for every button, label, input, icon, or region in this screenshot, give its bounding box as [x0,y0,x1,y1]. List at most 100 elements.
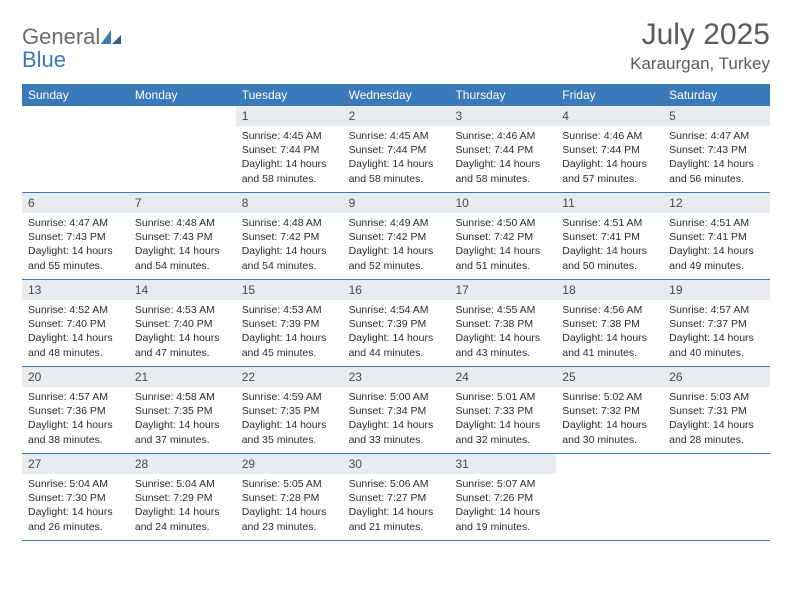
sunset-text: Sunset: 7:44 PM [562,143,657,157]
day-info: Sunrise: 5:03 AMSunset: 7:31 PMDaylight:… [663,387,770,453]
sunset-text: Sunset: 7:43 PM [135,230,230,244]
calendar-cell-empty [556,454,663,540]
sunrise-text: Sunrise: 4:54 AM [349,303,444,317]
sunset-text: Sunset: 7:39 PM [349,317,444,331]
sunset-text: Sunset: 7:41 PM [562,230,657,244]
sunrise-text: Sunrise: 4:53 AM [242,303,337,317]
sunrise-text: Sunrise: 4:56 AM [562,303,657,317]
day-info: Sunrise: 5:00 AMSunset: 7:34 PMDaylight:… [343,387,450,453]
day-number: 21 [129,367,236,387]
calendar-cell: 26Sunrise: 5:03 AMSunset: 7:31 PMDayligh… [663,367,770,453]
day-number: 20 [22,367,129,387]
sunset-text: Sunset: 7:30 PM [28,491,123,505]
calendar-cell-empty [663,454,770,540]
sunset-text: Sunset: 7:38 PM [562,317,657,331]
calendar-cell: 23Sunrise: 5:00 AMSunset: 7:34 PMDayligh… [343,367,450,453]
calendar-cell: 28Sunrise: 5:04 AMSunset: 7:29 PMDayligh… [129,454,236,540]
sunrise-text: Sunrise: 5:01 AM [455,390,550,404]
day-info: Sunrise: 5:04 AMSunset: 7:29 PMDaylight:… [129,474,236,540]
day-number: 26 [663,367,770,387]
day-header: Monday [129,84,236,106]
daylight-text: Daylight: 14 hours and 51 minutes. [455,244,550,272]
calendar-cell: 31Sunrise: 5:07 AMSunset: 7:26 PMDayligh… [449,454,556,540]
daylight-text: Daylight: 14 hours and 37 minutes. [135,418,230,446]
day-number: 31 [449,454,556,474]
sunrise-text: Sunrise: 5:06 AM [349,477,444,491]
calendar-cell-empty [129,106,236,192]
daylight-text: Daylight: 14 hours and 52 minutes. [349,244,444,272]
day-info: Sunrise: 4:57 AMSunset: 7:36 PMDaylight:… [22,387,129,453]
daylight-text: Daylight: 14 hours and 50 minutes. [562,244,657,272]
sunrise-text: Sunrise: 4:49 AM [349,216,444,230]
day-number: 13 [22,280,129,300]
sunrise-text: Sunrise: 5:00 AM [349,390,444,404]
day-number: 5 [663,106,770,126]
day-number: 27 [22,454,129,474]
calendar-cell: 7Sunrise: 4:48 AMSunset: 7:43 PMDaylight… [129,193,236,279]
daylight-text: Daylight: 14 hours and 56 minutes. [669,157,764,185]
daylight-text: Daylight: 14 hours and 40 minutes. [669,331,764,359]
sunrise-text: Sunrise: 4:52 AM [28,303,123,317]
sunset-text: Sunset: 7:40 PM [135,317,230,331]
calendar-cell: 3Sunrise: 4:46 AMSunset: 7:44 PMDaylight… [449,106,556,192]
sunrise-text: Sunrise: 4:51 AM [669,216,764,230]
day-info: Sunrise: 5:02 AMSunset: 7:32 PMDaylight:… [556,387,663,453]
day-number: 24 [449,367,556,387]
brand-name-blue: Blue [22,47,66,72]
day-info: Sunrise: 4:52 AMSunset: 7:40 PMDaylight:… [22,300,129,366]
sunset-text: Sunset: 7:34 PM [349,404,444,418]
calendar-cell: 24Sunrise: 5:01 AMSunset: 7:33 PMDayligh… [449,367,556,453]
day-number: 22 [236,367,343,387]
sunset-text: Sunset: 7:26 PM [455,491,550,505]
sunset-text: Sunset: 7:42 PM [242,230,337,244]
day-number: 29 [236,454,343,474]
calendar-cell: 25Sunrise: 5:02 AMSunset: 7:32 PMDayligh… [556,367,663,453]
day-info: Sunrise: 4:54 AMSunset: 7:39 PMDaylight:… [343,300,450,366]
calendar-cell: 4Sunrise: 4:46 AMSunset: 7:44 PMDaylight… [556,106,663,192]
sunset-text: Sunset: 7:44 PM [242,143,337,157]
daylight-text: Daylight: 14 hours and 45 minutes. [242,331,337,359]
day-header: Sunday [22,84,129,106]
sunset-text: Sunset: 7:43 PM [669,143,764,157]
day-number [663,454,770,460]
sunrise-text: Sunrise: 4:45 AM [242,129,337,143]
sunset-text: Sunset: 7:44 PM [349,143,444,157]
daylight-text: Daylight: 14 hours and 28 minutes. [669,418,764,446]
sunrise-text: Sunrise: 4:47 AM [669,129,764,143]
day-info: Sunrise: 5:06 AMSunset: 7:27 PMDaylight:… [343,474,450,540]
day-info: Sunrise: 4:59 AMSunset: 7:35 PMDaylight:… [236,387,343,453]
day-number [129,106,236,112]
day-number: 9 [343,193,450,213]
day-info: Sunrise: 4:49 AMSunset: 7:42 PMDaylight:… [343,213,450,279]
sunset-text: Sunset: 7:35 PM [242,404,337,418]
sunset-text: Sunset: 7:31 PM [669,404,764,418]
daylight-text: Daylight: 14 hours and 55 minutes. [28,244,123,272]
sunset-text: Sunset: 7:41 PM [669,230,764,244]
day-info: Sunrise: 4:57 AMSunset: 7:37 PMDaylight:… [663,300,770,366]
day-header: Wednesday [343,84,450,106]
sunset-text: Sunset: 7:27 PM [349,491,444,505]
sunset-text: Sunset: 7:29 PM [135,491,230,505]
sunrise-text: Sunrise: 4:46 AM [562,129,657,143]
daylight-text: Daylight: 14 hours and 58 minutes. [242,157,337,185]
day-info: Sunrise: 4:48 AMSunset: 7:43 PMDaylight:… [129,213,236,279]
calendar-cell: 16Sunrise: 4:54 AMSunset: 7:39 PMDayligh… [343,280,450,366]
sunset-text: Sunset: 7:44 PM [455,143,550,157]
day-number: 1 [236,106,343,126]
daylight-text: Daylight: 14 hours and 26 minutes. [28,505,123,533]
daylight-text: Daylight: 14 hours and 41 minutes. [562,331,657,359]
day-info: Sunrise: 4:51 AMSunset: 7:41 PMDaylight:… [556,213,663,279]
calendar-cell: 14Sunrise: 4:53 AMSunset: 7:40 PMDayligh… [129,280,236,366]
calendar: SundayMondayTuesdayWednesdayThursdayFrid… [22,84,770,541]
sunrise-text: Sunrise: 4:45 AM [349,129,444,143]
sunset-text: Sunset: 7:33 PM [455,404,550,418]
day-number: 10 [449,193,556,213]
calendar-cell: 8Sunrise: 4:48 AMSunset: 7:42 PMDaylight… [236,193,343,279]
sunset-text: Sunset: 7:32 PM [562,404,657,418]
brand-name-gray: General [22,24,100,49]
day-number: 8 [236,193,343,213]
sunrise-text: Sunrise: 5:05 AM [242,477,337,491]
sail-icon [100,27,122,49]
day-info: Sunrise: 5:01 AMSunset: 7:33 PMDaylight:… [449,387,556,453]
sunrise-text: Sunrise: 4:46 AM [455,129,550,143]
